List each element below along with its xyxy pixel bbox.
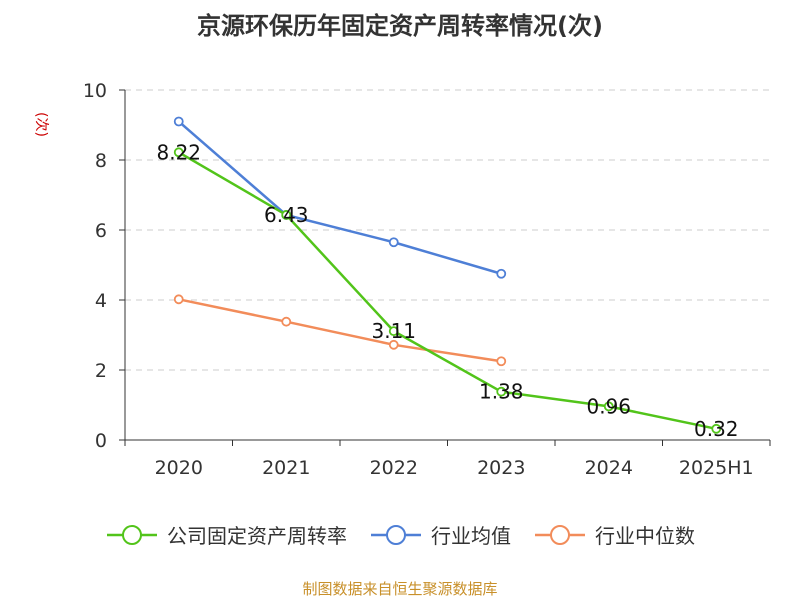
y-tick-label: 6 <box>95 220 107 242</box>
series-line <box>178 151 717 431</box>
data-point <box>388 339 399 350</box>
x-tick-label: 2025H1 <box>679 457 754 479</box>
legend-swatch <box>371 524 421 545</box>
data-label: 3.11 <box>371 319 416 343</box>
legend-label: 行业均值 <box>431 524 511 548</box>
y-tick-label: 2 <box>95 360 107 382</box>
legend-label: 公司固定资产周转率 <box>167 524 347 548</box>
chart-title: 京源环保历年固定资产周转率情况(次) <box>197 12 603 40</box>
legend-item: 公司固定资产周转率 <box>105 520 347 549</box>
data-point <box>603 401 614 412</box>
legend-label: 行业中位数 <box>595 524 695 548</box>
legend: 公司固定资产周转率 行业均值 行业中位数 <box>0 520 800 549</box>
data-label: 1.38 <box>479 380 524 404</box>
legend-item: 行业均值 <box>369 520 511 549</box>
data-point <box>173 294 184 305</box>
data-label: 0.32 <box>694 417 739 441</box>
data-point <box>388 326 399 337</box>
data-point <box>496 386 507 397</box>
data-point <box>281 210 292 220</box>
x-tick-label: 2024 <box>585 457 633 479</box>
data-label: 0.96 <box>586 394 631 418</box>
x-tick-label: 2021 <box>262 457 310 479</box>
data-point <box>496 268 507 279</box>
y-tick-label: 4 <box>95 290 107 312</box>
data-point <box>388 237 399 248</box>
data-label: 8.22 <box>156 140 201 164</box>
data-point <box>281 316 292 327</box>
data-point <box>173 116 184 127</box>
legend-swatch <box>535 524 585 545</box>
data-point <box>496 356 507 367</box>
y-tick-label: 10 <box>83 80 107 102</box>
legend-item: 行业中位数 <box>533 520 695 549</box>
series-line <box>177 120 502 275</box>
series-line <box>178 298 502 363</box>
y-tick-label: 0 <box>95 430 107 452</box>
data-point <box>711 423 722 434</box>
x-tick-label: 2020 <box>155 457 203 479</box>
x-tick-label: 2022 <box>370 457 418 479</box>
data-label: 6.43 <box>264 203 309 227</box>
legend-swatch <box>107 524 157 545</box>
source-note: 制图数据来自恒生聚源数据库 <box>302 580 498 598</box>
x-tick-label: 2023 <box>477 457 525 479</box>
y-tick-label: 8 <box>95 150 107 172</box>
line-chart: 0 2 4 6 8 10 2020 2021 2022 2023 2024 2025H1 8.22 6.4… <box>83 80 771 479</box>
data-point <box>173 147 184 158</box>
